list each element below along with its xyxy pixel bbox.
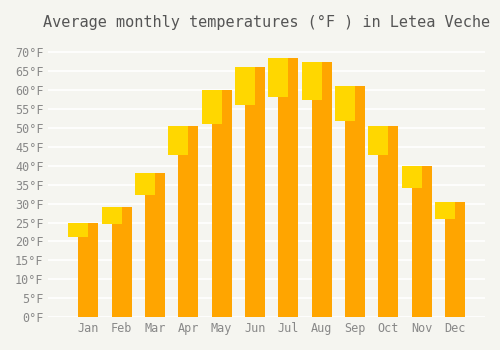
Bar bbox=[378, 126, 398, 317]
Bar bbox=[335, 86, 355, 121]
Bar bbox=[135, 173, 155, 195]
Bar bbox=[435, 202, 455, 219]
Title: Average monthly temperatures (°F ) in Letea Veche: Average monthly temperatures (°F ) in Le… bbox=[43, 15, 490, 30]
Bar bbox=[202, 90, 222, 124]
Bar bbox=[102, 208, 121, 224]
Bar bbox=[302, 62, 322, 100]
Bar bbox=[312, 62, 332, 317]
Bar bbox=[78, 223, 98, 317]
Bar bbox=[245, 68, 265, 317]
Bar bbox=[402, 166, 422, 189]
Bar bbox=[212, 90, 232, 317]
Bar bbox=[68, 223, 88, 237]
Bar bbox=[345, 86, 365, 317]
Bar bbox=[445, 202, 465, 317]
Bar bbox=[168, 126, 188, 155]
Bar bbox=[145, 173, 165, 317]
Bar bbox=[368, 126, 388, 155]
Bar bbox=[412, 166, 432, 317]
Bar bbox=[235, 68, 255, 105]
Bar bbox=[268, 58, 288, 97]
Bar bbox=[112, 208, 132, 317]
Bar bbox=[278, 58, 298, 317]
Bar bbox=[178, 126, 199, 317]
